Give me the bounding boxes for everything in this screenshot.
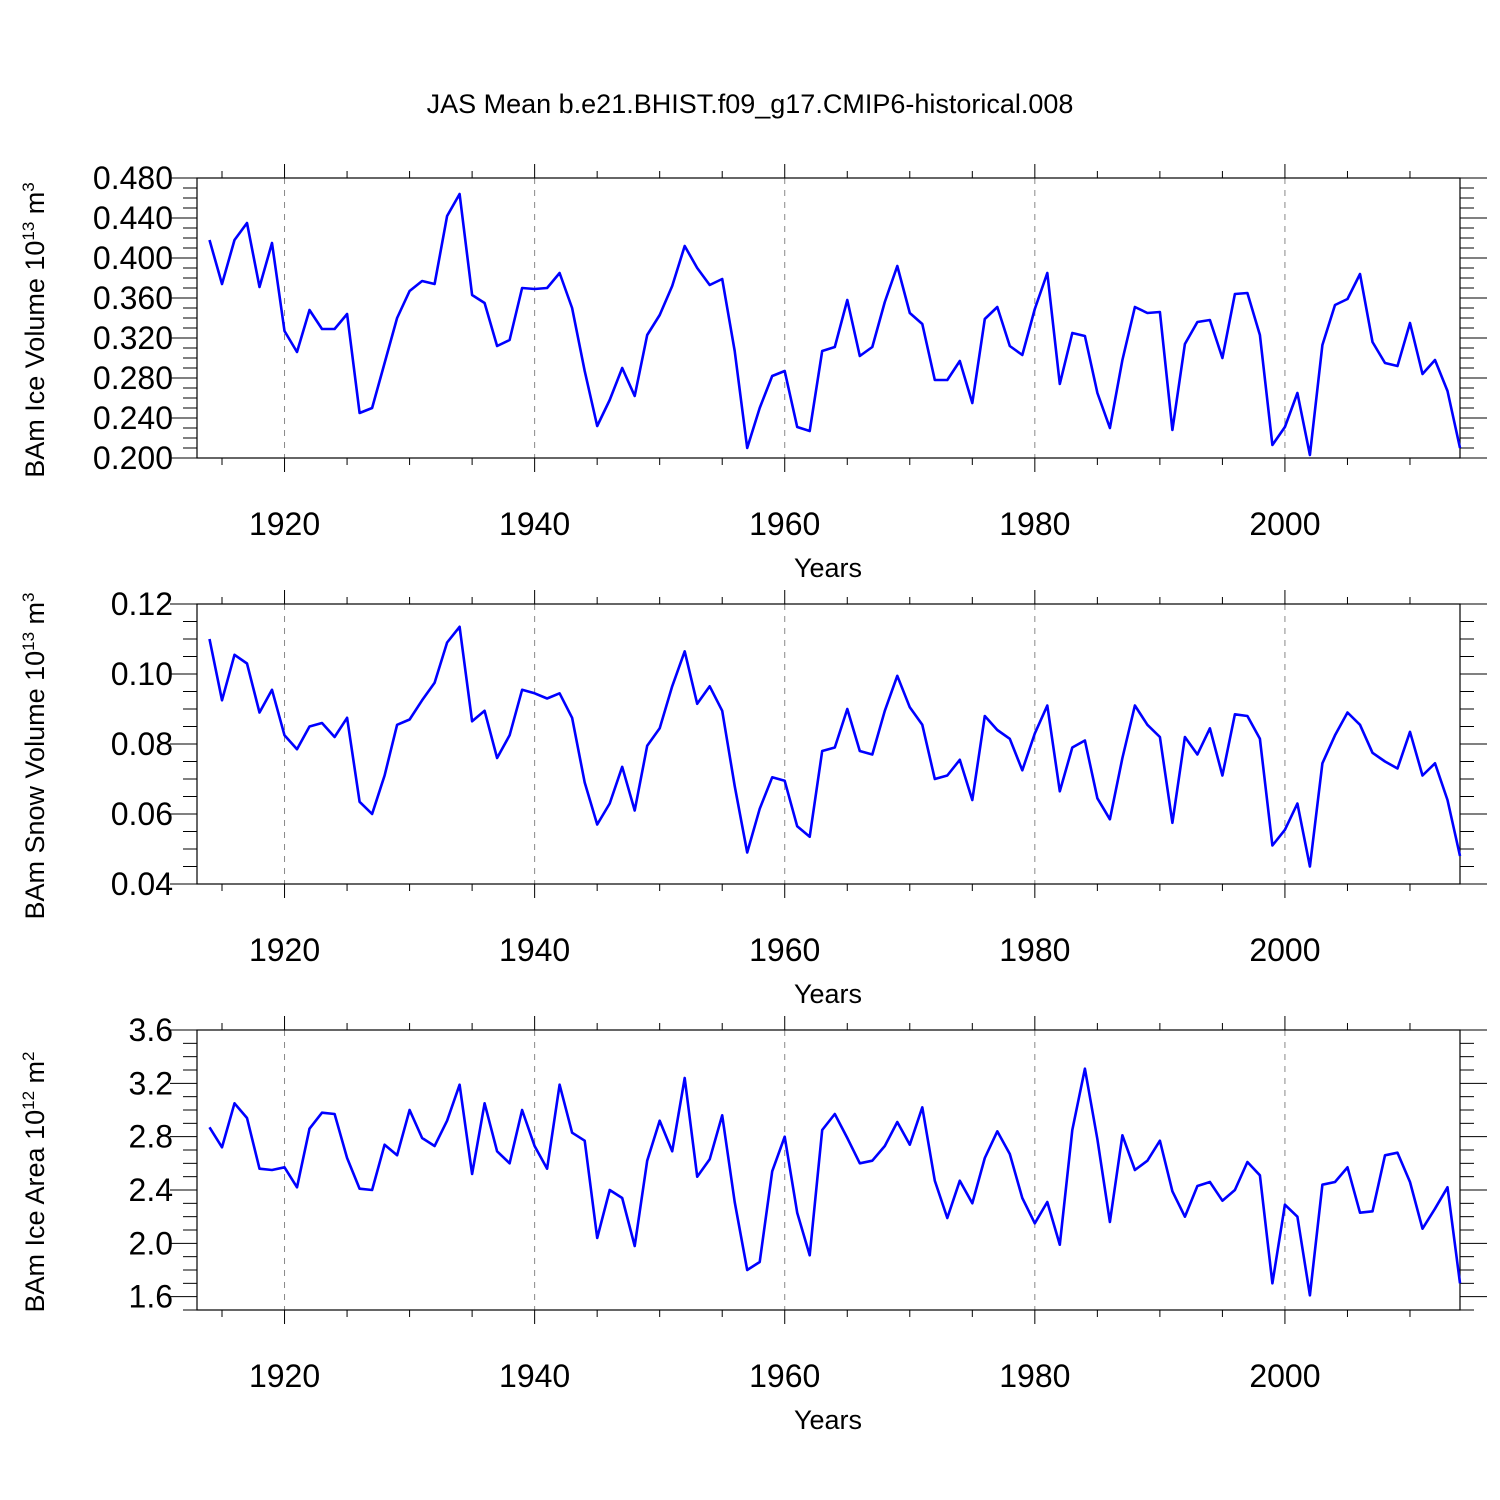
y-tick-label: 0.06	[111, 796, 173, 832]
y-axis-label: BAm Ice Volume 1013 m3	[19, 182, 50, 478]
y-tick-label: 0.08	[111, 726, 173, 762]
series-line	[208, 1067, 1462, 1297]
y-tick-label: 3.2	[129, 1065, 173, 1101]
x-tick-label: 1940	[499, 932, 570, 968]
chart-panel-3: 1.6 2.0 2.4 2.8 3.2 3.6 1920 1940 1960 1980 2000 Ye…	[19, 1012, 1487, 1435]
y-tick-label: 2.4	[129, 1172, 173, 1208]
panels: 0.200 0.240 0.280 0.320 0.360 0.400 0.440 0.480…	[19, 160, 1487, 1435]
y-tick-label: 0.320	[93, 320, 173, 356]
x-tick-label: 1980	[999, 506, 1070, 542]
figure-title: JAS Mean b.e21.BHIST.f09_g17.CMIP6-histo…	[427, 89, 1074, 119]
y-tick-label: 3.6	[129, 1012, 173, 1048]
x-axis-label: Years	[794, 553, 862, 583]
y-axis-label: BAm Snow Volume 1013 m3	[19, 592, 50, 919]
y-tick-label: 2.0	[129, 1225, 173, 1261]
x-tick-label: 1940	[499, 506, 570, 542]
x-tick-label: 2000	[1249, 506, 1320, 542]
x-tick-label: 1980	[999, 932, 1070, 968]
x-tick-label: 2000	[1249, 1358, 1320, 1394]
y-tick-label: 0.04	[111, 866, 173, 902]
y-tick-label: 0.480	[93, 160, 173, 196]
x-tick-label: 1920	[249, 506, 320, 542]
series-line	[208, 625, 1462, 868]
y-tick-label: 0.10	[111, 656, 173, 692]
x-tick-label: 1980	[999, 1358, 1070, 1394]
chart-panel-2: 0.04 0.06 0.08 0.10 0.12 1920 1940 1960 1980 2000…	[19, 586, 1487, 1009]
x-axis-label: Years	[794, 979, 862, 1009]
x-tick-label: 1920	[249, 1358, 320, 1394]
y-tick-label: 0.360	[93, 280, 173, 316]
x-tick-label: 1960	[749, 932, 820, 968]
y-tick-label: 0.400	[93, 240, 173, 276]
plot-frame	[196, 1029, 1461, 1311]
y-tick-label: 0.240	[93, 400, 173, 436]
y-axis-label: BAm Ice Area 1012 m2	[19, 1052, 50, 1313]
x-tick-label: 2000	[1249, 932, 1320, 968]
y-tick-label: 0.200	[93, 440, 173, 476]
plot-frame	[196, 603, 1461, 885]
y-tick-label: 0.280	[93, 360, 173, 396]
y-tick-label: 2.8	[129, 1119, 173, 1155]
x-tick-label: 1960	[749, 1358, 820, 1394]
x-tick-label: 1920	[249, 932, 320, 968]
y-tick-label: 0.12	[111, 586, 173, 622]
series-line	[208, 192, 1462, 457]
x-tick-label: 1940	[499, 1358, 570, 1394]
y-tick-label: 0.440	[93, 200, 173, 236]
chart-panel-1: 0.200 0.240 0.280 0.320 0.360 0.400 0.440 0.480…	[19, 160, 1487, 583]
x-axis-label: Years	[794, 1405, 862, 1435]
y-tick-label: 1.6	[129, 1279, 173, 1315]
x-tick-label: 1960	[749, 506, 820, 542]
plot-frame	[196, 177, 1461, 459]
